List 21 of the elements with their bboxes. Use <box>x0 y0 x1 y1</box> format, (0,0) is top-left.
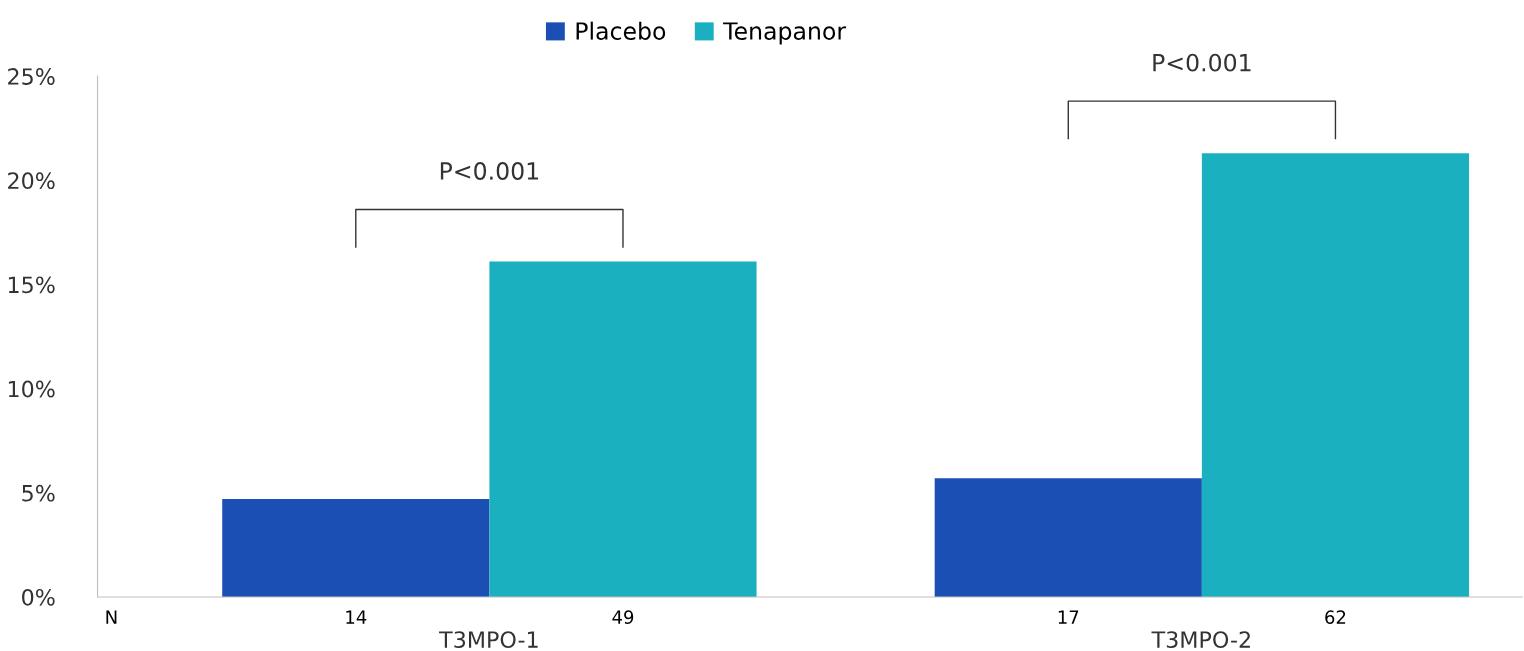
annotation: P<0.001 <box>440 162 539 180</box>
x-tick-label: T3MPO-2 <box>1151 631 1250 649</box>
y-tick-label: 20% <box>8 172 55 190</box>
y-tick-label: 10% <box>8 380 55 398</box>
text: P<0.001 <box>1153 53 1251 72</box>
y-tick-label: 5% <box>22 484 55 502</box>
x-tick-label: T3MPO-1 <box>439 631 538 649</box>
text: 17 <box>1058 610 1079 624</box>
text: 49 <box>612 610 634 624</box>
bar <box>489 261 757 597</box>
y-tick-label: 0% <box>22 588 55 606</box>
bar <box>934 478 1202 597</box>
bar <box>1201 153 1470 597</box>
text: 62 <box>1325 610 1346 624</box>
bar <box>222 499 490 597</box>
text: N <box>106 610 117 624</box>
legend-label: Tenapanor <box>723 22 847 45</box>
y-tick-label: 15% <box>8 276 55 294</box>
text: 14 <box>346 610 367 624</box>
legend-label: Placebo <box>576 21 666 40</box>
y-tick-label: 25% <box>8 68 55 85</box>
